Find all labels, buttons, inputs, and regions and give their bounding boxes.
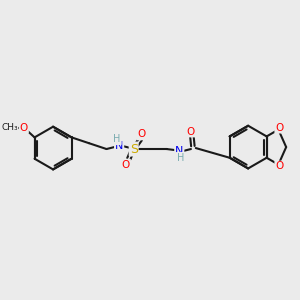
- Text: O: O: [187, 127, 195, 136]
- Text: CH₃: CH₃: [1, 123, 18, 132]
- Text: N: N: [115, 141, 123, 151]
- Text: O: O: [275, 123, 284, 133]
- Text: H: H: [177, 153, 184, 163]
- Text: O: O: [20, 123, 28, 133]
- Text: O: O: [122, 160, 130, 170]
- Text: H: H: [113, 134, 121, 144]
- Text: N: N: [175, 146, 184, 156]
- Text: O: O: [275, 161, 284, 172]
- Text: O: O: [137, 130, 146, 140]
- Text: S: S: [130, 142, 138, 155]
